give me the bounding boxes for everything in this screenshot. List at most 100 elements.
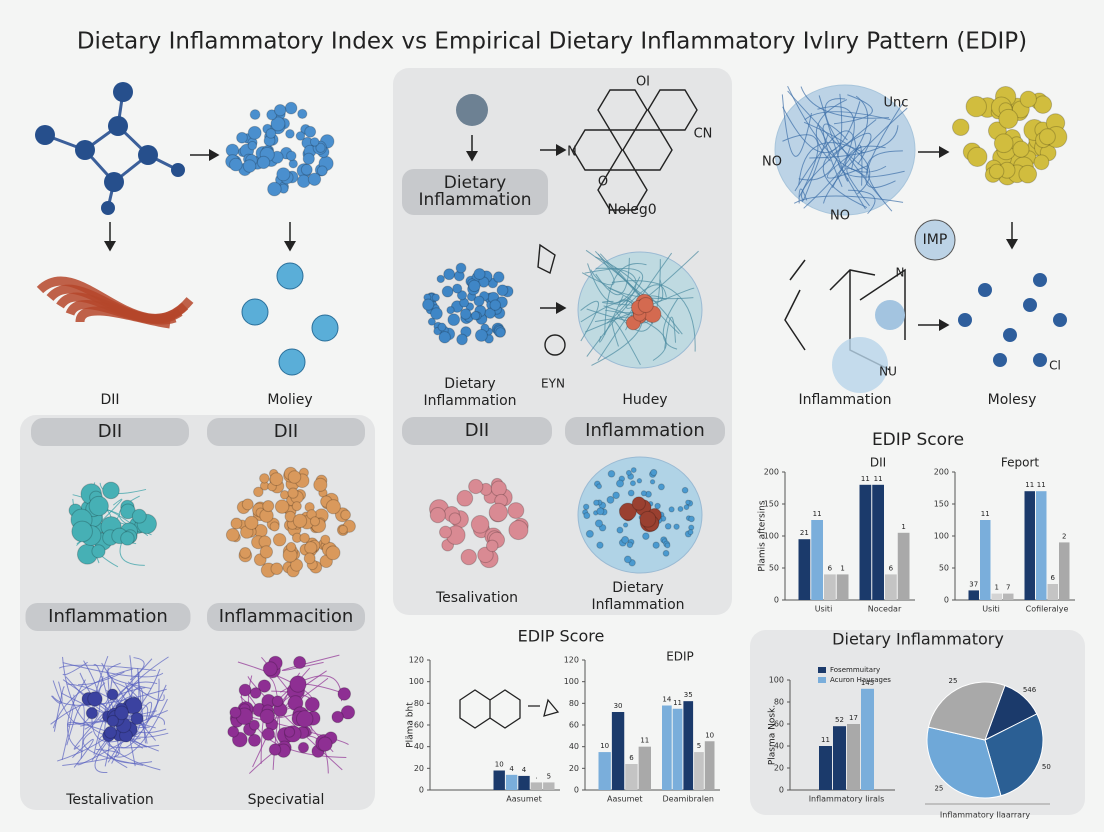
bar-label: 1	[840, 564, 844, 572]
atom	[687, 529, 694, 536]
atom	[637, 296, 654, 314]
x-tick-label: Aasumet	[506, 795, 541, 804]
atom	[287, 470, 302, 484]
wire	[815, 99, 848, 162]
bar	[819, 746, 832, 790]
wire	[62, 661, 88, 676]
atom	[654, 502, 661, 510]
bar	[1024, 491, 1035, 600]
y-tick-label: 200	[934, 468, 949, 477]
wire	[664, 316, 677, 349]
atom	[431, 293, 440, 302]
atom	[593, 499, 600, 506]
y-tick-label: 150	[764, 500, 779, 509]
atom	[473, 267, 486, 281]
atom	[473, 295, 485, 307]
chart-title: DII	[870, 456, 886, 470]
atom	[120, 531, 135, 546]
atom	[268, 743, 282, 756]
bar	[598, 752, 611, 790]
atom	[313, 477, 328, 492]
bar-label: 5	[697, 742, 701, 750]
label: Inflammacition	[219, 606, 354, 627]
x-tick-label: Cofileralye	[1026, 605, 1069, 614]
atom	[247, 125, 262, 140]
atom	[967, 146, 988, 168]
bar	[1036, 491, 1047, 600]
atom	[292, 513, 308, 529]
y-tick-label: 100	[769, 676, 784, 685]
bar	[885, 574, 897, 600]
wire	[73, 658, 153, 750]
bar-label: 2	[1062, 532, 1066, 540]
atom	[456, 489, 474, 507]
bar	[859, 484, 872, 600]
atom	[437, 322, 447, 332]
wire	[91, 655, 122, 743]
wire	[590, 269, 694, 300]
label: Tesalivation	[435, 590, 518, 606]
atom	[448, 512, 462, 526]
bar	[638, 746, 651, 790]
pie-label: 25	[949, 677, 958, 685]
atom	[443, 268, 456, 281]
bar	[704, 741, 715, 790]
y-tick-label: 120	[564, 656, 579, 665]
y-tick-label: 60	[414, 721, 424, 730]
bar	[1047, 584, 1058, 600]
y-axis-label: Plasma Nosk.	[768, 705, 778, 765]
wire	[129, 657, 145, 681]
label: Inflammation	[585, 420, 705, 441]
atom	[496, 284, 509, 297]
bar-label: 35	[684, 691, 693, 699]
pie-label: 546	[1023, 686, 1037, 694]
atom	[952, 118, 970, 137]
label: EYN	[541, 377, 565, 391]
label: Inflammation	[591, 597, 684, 613]
label: Cl	[1049, 359, 1061, 373]
y-tick-label: 200	[764, 468, 779, 477]
bar-label: 11	[874, 475, 883, 483]
bar-label: 10	[495, 761, 504, 769]
atom	[253, 486, 264, 498]
atom	[242, 159, 257, 173]
x-tick-label: Usiti	[815, 605, 833, 614]
bar-label: 21	[800, 529, 809, 537]
atom	[267, 181, 282, 197]
y-tick-label: 100	[934, 532, 949, 541]
atom	[276, 167, 291, 182]
label: Dietary	[444, 173, 506, 193]
x-tick-label: Nocedar	[868, 605, 902, 614]
atom	[276, 262, 304, 290]
atom	[274, 499, 290, 514]
legend-entry: Acuron Hausages	[830, 676, 891, 684]
legend-swatch	[818, 667, 826, 673]
atom	[270, 562, 284, 576]
bar	[811, 520, 823, 600]
bar-label: 6	[828, 564, 833, 572]
y-tick-label: 150	[934, 500, 949, 509]
wire	[803, 95, 869, 209]
atom	[485, 539, 499, 553]
bar	[672, 708, 683, 790]
bar	[798, 539, 811, 600]
atom	[630, 467, 637, 473]
wire	[127, 681, 165, 702]
atom	[677, 506, 684, 512]
atom	[1053, 313, 1067, 327]
wire	[787, 85, 887, 173]
atom	[299, 532, 310, 544]
atom	[317, 736, 333, 752]
atom	[304, 541, 318, 555]
pie-label: 50	[1042, 763, 1051, 771]
atom	[113, 82, 133, 102]
atom	[474, 328, 488, 342]
wire	[615, 259, 661, 332]
y-tick-label: 0	[774, 596, 779, 605]
legend-entry: Fosemmuitary	[830, 666, 880, 674]
bar	[683, 701, 694, 790]
wire	[833, 94, 873, 125]
small-structure	[537, 243, 566, 356]
atom	[287, 487, 299, 499]
wire	[804, 111, 891, 121]
